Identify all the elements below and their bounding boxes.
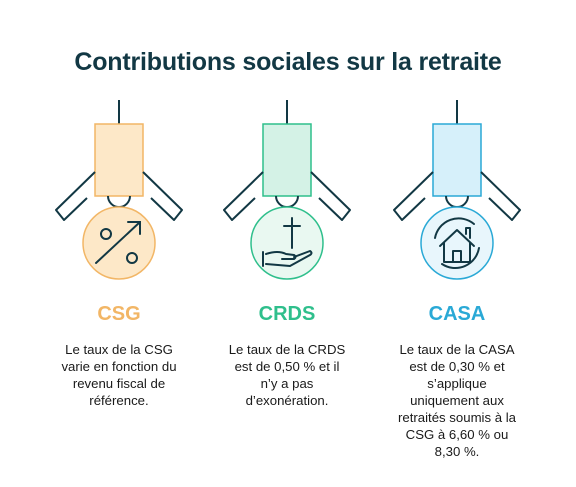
csg-claw-illustration <box>55 100 183 280</box>
hand-cross-icon <box>262 217 313 267</box>
page-title: Contributions sociales sur la retraite <box>74 48 502 76</box>
percent-trend-icon <box>95 221 141 264</box>
csg-label: CSG <box>97 303 141 325</box>
house-care-icon <box>434 217 480 269</box>
csg-description: Le taux de la CSG varie en fonction du r… <box>61 342 177 408</box>
casa-description: Le taux de la CASA est de 0,30 % et s’ap… <box>398 342 516 459</box>
crds-label: CRDS <box>258 303 316 325</box>
crds-claw-illustration <box>223 100 351 280</box>
crds-description: Le taux de la CRDS est de 0,50 % et il n… <box>228 342 346 408</box>
casa-label: CASA <box>428 303 486 325</box>
casa-claw-illustration <box>393 100 521 280</box>
